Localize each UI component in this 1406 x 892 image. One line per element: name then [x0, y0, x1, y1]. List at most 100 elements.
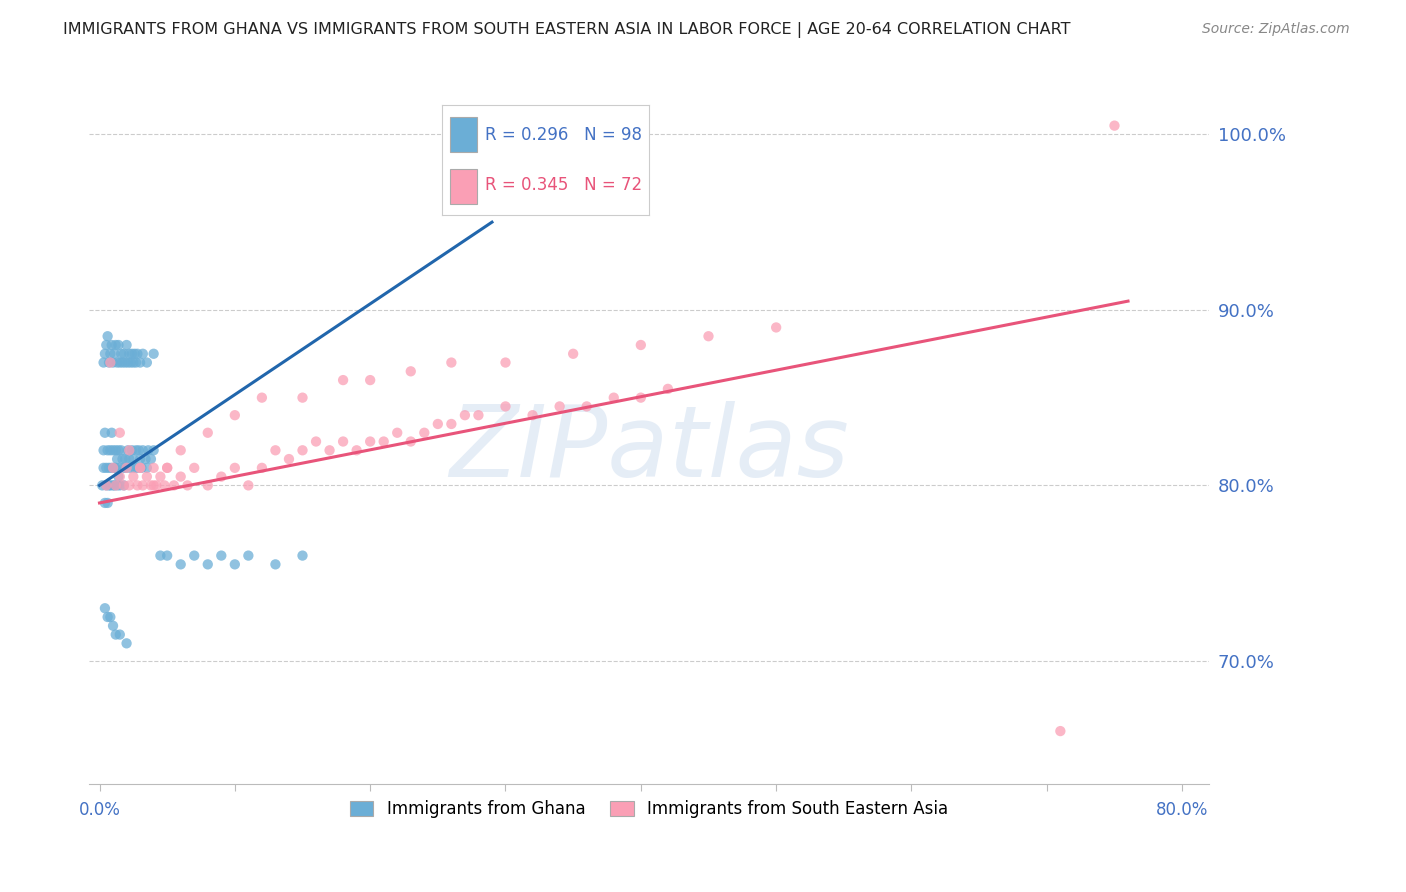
- Point: [224, 408, 246, 422]
- Point: [112, 347, 135, 361]
- Point: [94, 496, 117, 510]
- Point: [127, 460, 149, 475]
- Point: [224, 558, 246, 572]
- Point: [108, 425, 131, 440]
- Point: [97, 496, 120, 510]
- Point: [100, 425, 122, 440]
- Point: [134, 452, 156, 467]
- Text: Source: ZipAtlas.com: Source: ZipAtlas.com: [1202, 22, 1350, 37]
- Point: [122, 355, 145, 369]
- Legend: Immigrants from Ghana, Immigrants from South Eastern Asia: Immigrants from Ghana, Immigrants from S…: [343, 794, 955, 825]
- Point: [125, 355, 148, 369]
- Point: [145, 478, 167, 492]
- Point: [115, 460, 138, 475]
- Point: [264, 443, 287, 458]
- Point: [112, 478, 135, 492]
- Point: [399, 364, 422, 378]
- Point: [170, 443, 193, 458]
- Point: [1049, 724, 1071, 739]
- Point: [93, 460, 115, 475]
- Point: [132, 347, 155, 361]
- Point: [97, 443, 120, 458]
- Point: [101, 478, 124, 492]
- Point: [112, 460, 135, 475]
- Point: [163, 478, 186, 492]
- Point: [197, 558, 219, 572]
- Point: [440, 355, 463, 369]
- Point: [115, 636, 138, 650]
- Point: [197, 425, 219, 440]
- Point: [105, 452, 128, 467]
- Point: [104, 460, 127, 475]
- Point: [96, 338, 118, 352]
- Point: [426, 417, 449, 431]
- Point: [170, 469, 193, 483]
- Point: [118, 347, 141, 361]
- Point: [603, 391, 626, 405]
- Point: [104, 443, 127, 458]
- Point: [142, 443, 165, 458]
- Point: [264, 558, 287, 572]
- Point: [91, 478, 114, 492]
- Point: [346, 443, 368, 458]
- Text: IMMIGRANTS FROM GHANA VS IMMIGRANTS FROM SOUTH EASTERN ASIA IN LABOR FORCE | AGE: IMMIGRANTS FROM GHANA VS IMMIGRANTS FROM…: [63, 22, 1071, 38]
- Point: [332, 373, 354, 387]
- Point: [373, 434, 395, 449]
- Point: [765, 320, 787, 334]
- Point: [96, 460, 118, 475]
- Point: [575, 400, 598, 414]
- Point: [121, 443, 143, 458]
- Point: [94, 425, 117, 440]
- Point: [399, 434, 422, 449]
- Point: [98, 610, 121, 624]
- Point: [96, 478, 118, 492]
- Point: [98, 478, 121, 492]
- Point: [170, 558, 193, 572]
- Point: [305, 434, 328, 449]
- Point: [117, 355, 139, 369]
- Point: [131, 460, 153, 475]
- Point: [332, 434, 354, 449]
- Point: [121, 347, 143, 361]
- Point: [250, 460, 273, 475]
- Point: [238, 549, 260, 563]
- Point: [129, 460, 152, 475]
- Point: [110, 347, 132, 361]
- Point: [111, 355, 134, 369]
- Point: [197, 478, 219, 492]
- Point: [108, 355, 131, 369]
- Point: [156, 460, 179, 475]
- Point: [135, 355, 157, 369]
- Point: [105, 355, 128, 369]
- Point: [98, 347, 121, 361]
- Point: [108, 627, 131, 641]
- Point: [250, 391, 273, 405]
- Point: [495, 355, 517, 369]
- Point: [183, 460, 205, 475]
- Point: [94, 347, 117, 361]
- Point: [98, 355, 121, 369]
- Point: [630, 338, 652, 352]
- Point: [97, 610, 120, 624]
- Point: [115, 460, 138, 475]
- Point: [98, 355, 121, 369]
- Point: [122, 469, 145, 483]
- Point: [149, 549, 172, 563]
- Point: [481, 119, 503, 133]
- Point: [630, 391, 652, 405]
- Point: [697, 329, 720, 343]
- Point: [127, 347, 149, 361]
- Point: [108, 469, 131, 483]
- Point: [278, 452, 301, 467]
- Point: [96, 478, 118, 492]
- Point: [359, 434, 381, 449]
- Point: [104, 627, 127, 641]
- Point: [107, 443, 129, 458]
- Point: [156, 460, 179, 475]
- Point: [291, 549, 314, 563]
- Point: [100, 460, 122, 475]
- Point: [142, 460, 165, 475]
- Point: [183, 549, 205, 563]
- Point: [97, 329, 120, 343]
- Point: [387, 425, 409, 440]
